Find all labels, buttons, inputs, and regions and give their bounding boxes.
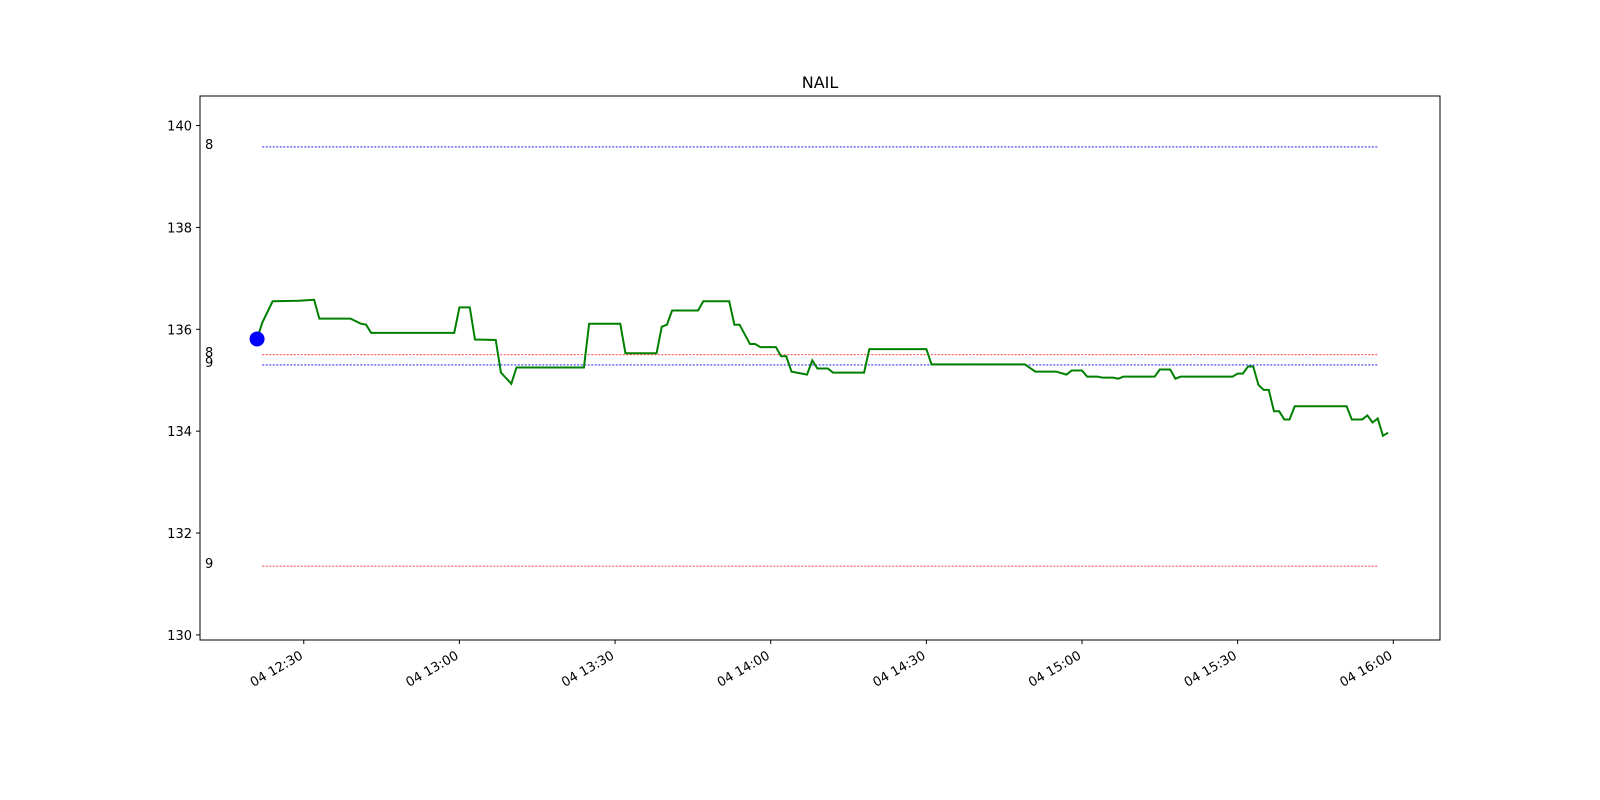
plot-frame xyxy=(199,95,1441,641)
marker-dot xyxy=(249,331,265,347)
x-tick-label: 04 16:00 xyxy=(1337,648,1395,690)
y-tick-label: 132 xyxy=(167,527,192,542)
x-tick-label: 04 13:30 xyxy=(559,648,617,690)
x-tick-label: 04 12:30 xyxy=(248,648,306,690)
x-tick-label: 04 15:30 xyxy=(1182,648,1240,690)
y-tick-label: 130 xyxy=(167,629,192,644)
level-label: 9 xyxy=(205,557,213,572)
level-label: 8 xyxy=(205,138,213,153)
level-label: 8 xyxy=(205,346,213,361)
x-tick-label: 04 14:30 xyxy=(871,648,929,690)
y-tick-label: 140 xyxy=(167,120,192,135)
x-tick-label: 04 15:00 xyxy=(1026,648,1084,690)
level-label: 9 xyxy=(205,356,213,371)
x-tick-label: 04 14:00 xyxy=(715,648,773,690)
x-tick-label: 04 13:00 xyxy=(404,648,462,690)
price-line xyxy=(256,298,1389,438)
y-tick-label: 134 xyxy=(167,425,192,440)
y-tick-label: 136 xyxy=(167,323,192,338)
chart-title: NAIL xyxy=(802,73,839,92)
y-tick-label: 138 xyxy=(167,221,192,236)
